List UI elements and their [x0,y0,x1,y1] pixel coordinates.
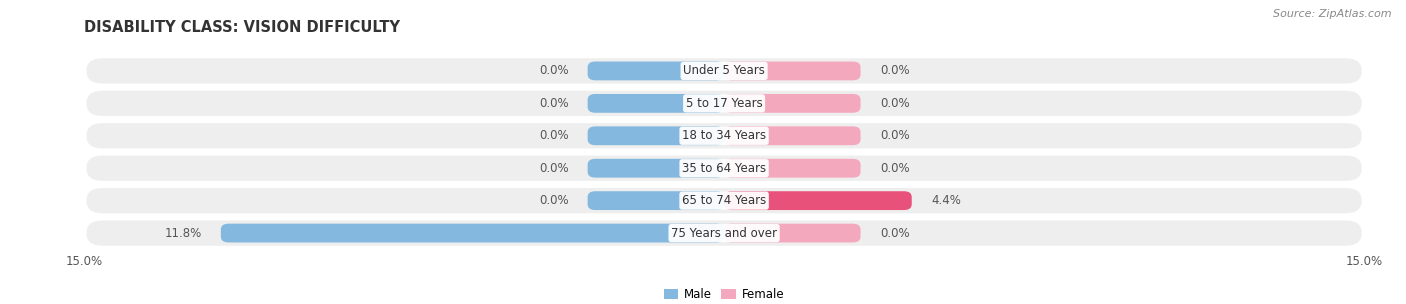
FancyBboxPatch shape [87,123,1361,148]
Text: 0.0%: 0.0% [880,129,910,142]
FancyBboxPatch shape [588,191,724,210]
FancyBboxPatch shape [87,156,1361,181]
FancyBboxPatch shape [221,224,724,243]
Text: 35 to 64 Years: 35 to 64 Years [682,162,766,175]
Text: 5 to 17 Years: 5 to 17 Years [686,97,762,110]
Text: Source: ZipAtlas.com: Source: ZipAtlas.com [1274,9,1392,19]
Text: DISABILITY CLASS: VISION DIFFICULTY: DISABILITY CLASS: VISION DIFFICULTY [84,20,401,35]
FancyBboxPatch shape [588,126,724,145]
Text: 0.0%: 0.0% [538,162,568,175]
Text: 0.0%: 0.0% [538,64,568,78]
Text: 0.0%: 0.0% [538,194,568,207]
FancyBboxPatch shape [87,188,1361,213]
Text: 75 Years and over: 75 Years and over [671,226,778,240]
FancyBboxPatch shape [724,61,860,80]
Text: 18 to 34 Years: 18 to 34 Years [682,129,766,142]
Text: 0.0%: 0.0% [880,64,910,78]
FancyBboxPatch shape [87,58,1361,84]
FancyBboxPatch shape [724,159,860,178]
FancyBboxPatch shape [588,159,724,178]
FancyBboxPatch shape [588,94,724,113]
Text: 11.8%: 11.8% [165,226,201,240]
FancyBboxPatch shape [588,61,724,80]
Text: Under 5 Years: Under 5 Years [683,64,765,78]
FancyBboxPatch shape [724,94,860,113]
Text: 0.0%: 0.0% [880,97,910,110]
Text: 0.0%: 0.0% [880,162,910,175]
FancyBboxPatch shape [724,224,860,243]
Text: 4.4%: 4.4% [931,194,960,207]
FancyBboxPatch shape [87,220,1361,246]
Text: 65 to 74 Years: 65 to 74 Years [682,194,766,207]
Legend: Male, Female: Male, Female [659,283,789,304]
FancyBboxPatch shape [87,91,1361,116]
Text: 0.0%: 0.0% [538,97,568,110]
Text: 0.0%: 0.0% [880,226,910,240]
Text: 0.0%: 0.0% [538,129,568,142]
FancyBboxPatch shape [724,191,911,210]
FancyBboxPatch shape [724,126,860,145]
